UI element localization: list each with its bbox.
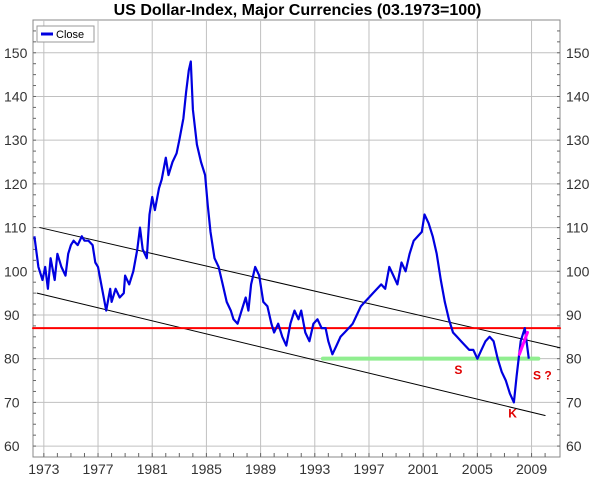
- y-tick-label-left: 90: [4, 307, 20, 323]
- lower-channel-line: [36, 292, 546, 416]
- axis-layer: 60 60 70 70 80 80 90 90 100 100 110 110 120 120 130 130…: [4, 30, 590, 477]
- y-tick-label-right: 110: [566, 220, 589, 236]
- chart-title: US Dollar-Index, Major Currencies (03.19…: [113, 2, 482, 19]
- annotation-label: S: [454, 363, 462, 377]
- series-line-close: [33, 60, 530, 404]
- x-tick-label: 1993: [299, 461, 330, 477]
- reference-lines: [32, 227, 561, 416]
- x-tick-label: 1997: [353, 461, 384, 477]
- x-tick-label: 1977: [82, 461, 113, 477]
- overlay-layer: [517, 330, 529, 356]
- y-tick-label-right: 90: [566, 307, 582, 323]
- y-tick-label-left: 70: [4, 394, 20, 410]
- annotation-layer: S K S ?: [454, 363, 551, 421]
- x-tick-label: 2009: [516, 461, 547, 477]
- y-tick-label-right: 80: [566, 351, 582, 367]
- y-tick-label-right: 140: [566, 88, 590, 104]
- x-tick-label: 1981: [137, 461, 168, 477]
- x-tick-label: 2001: [408, 461, 439, 477]
- y-tick-label-left: 150: [4, 45, 28, 61]
- x-tick-label: 1989: [245, 461, 276, 477]
- annotation-label: S ?: [533, 369, 552, 383]
- legend-label: Close: [56, 29, 84, 41]
- y-tick-label-left: 120: [4, 176, 28, 192]
- y-tick-label-right: 70: [566, 394, 582, 410]
- x-tick-label: 1985: [191, 461, 222, 477]
- y-tick-label-left: 130: [4, 132, 28, 148]
- legend-box: [36, 25, 95, 43]
- y-tick-label-right: 120: [566, 176, 590, 192]
- legend: Close: [36, 25, 95, 43]
- plot-area: [32, 19, 561, 458]
- y-tick-label-right: 130: [566, 132, 590, 148]
- annotation-label: K: [508, 407, 517, 421]
- x-tick-label: 2005: [462, 461, 493, 477]
- series-layer: [33, 60, 530, 404]
- y-tick-label-right: 60: [566, 438, 582, 454]
- y-tick-label-right: 100: [566, 263, 590, 279]
- y-tick-label-left: 60: [4, 438, 20, 454]
- y-tick-label-right: 150: [566, 45, 590, 61]
- projection-line: [517, 330, 529, 356]
- y-tick-label-left: 80: [4, 351, 20, 367]
- x-tick-label: 1973: [28, 461, 59, 477]
- y-tick-label-left: 140: [4, 88, 28, 104]
- y-tick-label-left: 110: [4, 220, 27, 236]
- y-tick-label-left: 100: [4, 263, 28, 279]
